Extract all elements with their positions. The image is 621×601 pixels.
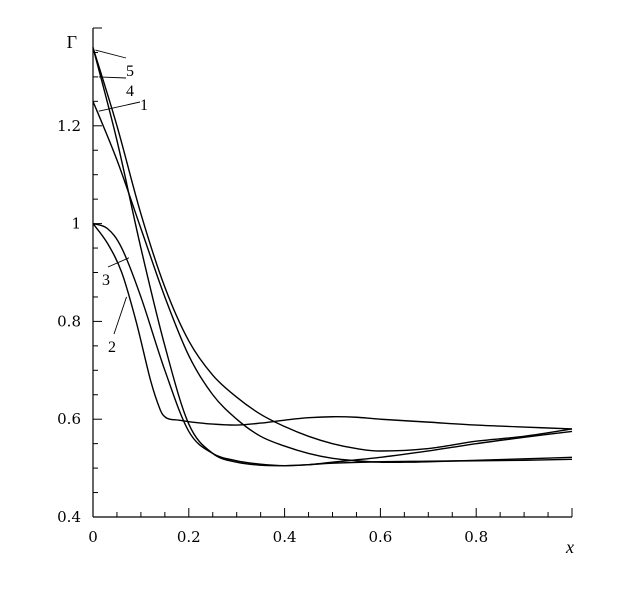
leader-line-4 — [98, 76, 127, 79]
y-tick-label: 0.4 — [57, 508, 81, 526]
curve-label-4: 4 — [126, 83, 134, 100]
series-line-4 — [92, 47, 573, 452]
x-tick-label: 0.4 — [273, 528, 297, 546]
series-line-3 — [92, 222, 573, 467]
x-axis-title: x — [565, 537, 574, 557]
curves — [92, 47, 573, 467]
series-line-5 — [92, 47, 573, 467]
leader-line-1 — [98, 101, 141, 112]
x-tick-label: 0 — [88, 528, 98, 546]
series-line-1 — [92, 101, 573, 464]
x-tick-label: 0.8 — [464, 528, 488, 546]
y-tick-label: 0.8 — [57, 312, 81, 330]
curve-labels: 1 2 3 4 5 — [95, 49, 148, 356]
y-axis-title: Γ — [67, 32, 77, 52]
x-tick-label: 0.2 — [177, 528, 201, 546]
leader-line-2 — [113, 296, 127, 335]
x-tick-label: 0.6 — [368, 528, 392, 546]
leader-line-3 — [107, 257, 130, 268]
curve-label-5: 5 — [126, 63, 134, 80]
curve-label-3: 3 — [102, 272, 110, 289]
series-line-2 — [92, 223, 573, 430]
y-tick-label: 0.6 — [57, 410, 81, 428]
y-tick-label: 1 — [71, 215, 81, 233]
y-tick-label: 1.2 — [57, 117, 81, 135]
curve-label-1: 1 — [140, 97, 148, 114]
axes: 0 0.2 0.4 0.6 0.8 0.4 0.6 0.8 1 1.2 — [57, 27, 573, 546]
curve-label-2: 2 — [108, 339, 116, 356]
leader-line-5 — [95, 49, 127, 59]
